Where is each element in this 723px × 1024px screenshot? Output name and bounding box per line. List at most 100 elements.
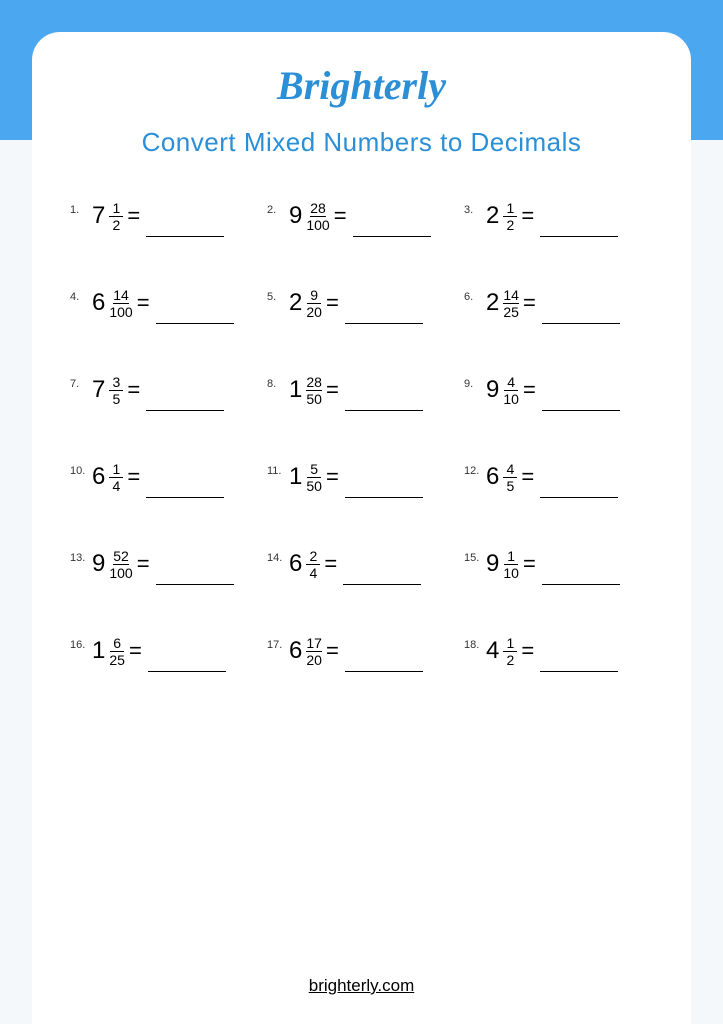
numerator: 2 [306,549,320,565]
mixed-number: 712 [92,200,123,231]
equals-sign: = [326,638,339,664]
equals-sign: = [127,377,140,403]
problem-15: 15.9110= [464,548,653,579]
problem-number: 14. [267,548,289,564]
fraction-part: 550 [306,462,322,493]
numerator: 6 [110,636,124,652]
whole-part: 7 [92,202,105,230]
problem-number: 12. [464,461,486,477]
answer-blank[interactable] [345,646,423,672]
problem-16: 16.1625= [70,635,259,666]
equals-sign: = [326,290,339,316]
answer-blank[interactable] [343,559,421,585]
problem-11: 11.1550= [267,461,456,492]
answer-blank[interactable] [542,559,620,585]
mixed-number: 1550 [289,461,322,492]
denominator: 20 [306,304,322,319]
equals-sign: = [326,464,339,490]
answer-blank[interactable] [542,385,620,411]
equals-sign: = [523,551,536,577]
denominator: 100 [306,217,329,232]
answer-blank[interactable] [540,472,618,498]
problem-number: 5. [267,287,289,303]
problem-number: 3. [464,200,486,216]
fraction-part: 625 [109,636,125,667]
answer-blank[interactable] [156,298,234,324]
whole-part: 2 [486,289,499,317]
denominator: 100 [109,565,132,580]
equals-sign: = [521,203,534,229]
fraction-part: 12 [109,201,123,232]
fraction-part: 920 [306,288,322,319]
answer-blank[interactable] [542,298,620,324]
equals-sign: = [324,551,337,577]
mixed-number: 9110 [486,548,519,579]
equals-sign: = [334,203,347,229]
denominator: 5 [506,478,514,493]
problem-number: 6. [464,287,486,303]
problem-3: 3.212= [464,200,653,231]
numerator: 52 [113,549,129,565]
denominator: 4 [309,565,317,580]
numerator: 5 [307,462,321,478]
numerator: 4 [503,462,517,478]
answer-blank[interactable] [540,646,618,672]
fraction-part: 35 [109,375,123,406]
problem-8: 8.12850= [267,374,456,405]
problem-14: 14.624= [267,548,456,579]
answer-blank[interactable] [540,211,618,237]
answer-blank[interactable] [345,385,423,411]
problem-12: 12.645= [464,461,653,492]
fraction-part: 14100 [109,288,132,319]
numerator: 14 [503,288,519,304]
answer-blank[interactable] [146,211,224,237]
answer-blank[interactable] [345,472,423,498]
problem-number: 4. [70,287,92,303]
fraction-part: 1425 [503,288,519,319]
denominator: 2 [506,217,514,232]
mixed-number: 735 [92,374,123,405]
equals-sign: = [523,290,536,316]
equals-sign: = [127,203,140,229]
whole-part: 7 [92,376,105,404]
problem-number: 17. [267,635,289,651]
problem-7: 7.735= [70,374,259,405]
mixed-number: 1625 [92,635,125,666]
fraction-part: 410 [503,375,519,406]
brand-logo-text: Brighterly [277,62,446,109]
problem-number: 7. [70,374,92,390]
whole-part: 2 [486,202,499,230]
fraction-part: 45 [503,462,517,493]
fraction-part: 2850 [306,375,322,406]
mixed-number: 212 [486,200,517,231]
problem-number: 11. [267,461,289,477]
problem-13: 13.952100= [70,548,259,579]
answer-blank[interactable] [146,472,224,498]
problem-number: 15. [464,548,486,564]
equals-sign: = [129,638,142,664]
whole-part: 1 [92,637,105,665]
numerator: 1 [109,201,123,217]
problem-number: 2. [267,200,289,216]
whole-part: 6 [92,289,105,317]
whole-part: 2 [289,289,302,317]
answer-blank[interactable] [345,298,423,324]
mixed-number: 952100 [92,548,133,579]
whole-part: 1 [289,463,302,491]
fraction-part: 1720 [306,636,322,667]
answer-blank[interactable] [148,646,226,672]
whole-part: 4 [486,637,499,665]
denominator: 100 [109,304,132,319]
fraction-part: 110 [503,549,519,580]
problem-9: 9.9410= [464,374,653,405]
denominator: 2 [112,217,120,232]
mixed-number: 624 [289,548,320,579]
answer-blank[interactable] [353,211,431,237]
whole-part: 6 [289,550,302,578]
mixed-number: 614 [92,461,123,492]
answer-blank[interactable] [156,559,234,585]
brand-logo: Brighterly [70,62,653,109]
answer-blank[interactable] [146,385,224,411]
numerator: 9 [307,288,321,304]
numerator: 4 [504,375,518,391]
